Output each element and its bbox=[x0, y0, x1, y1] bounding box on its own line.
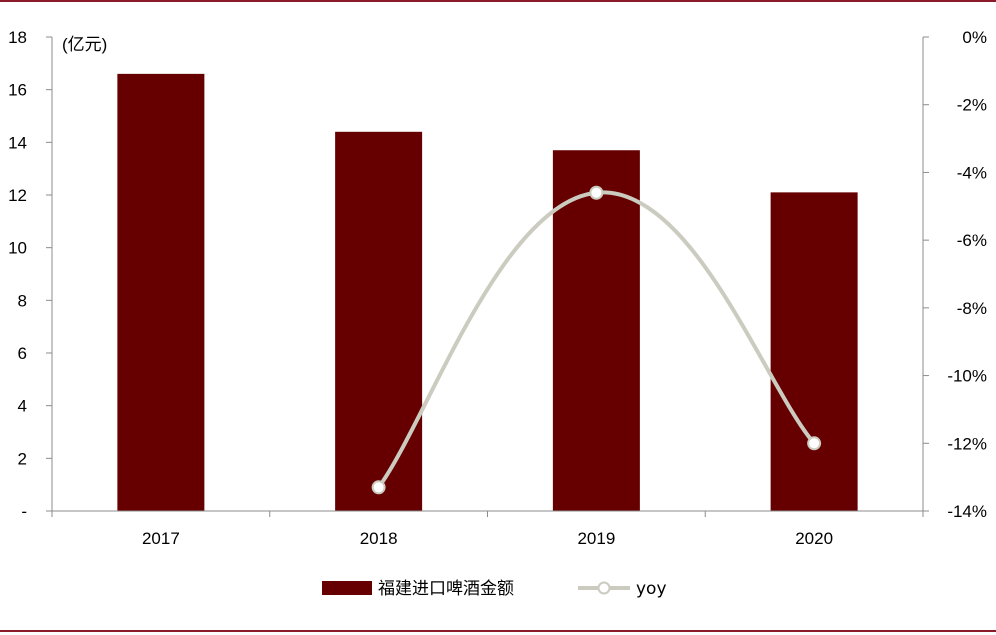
left-axis-unit-label: (亿元) bbox=[62, 35, 107, 54]
yoy-line-layer bbox=[371, 185, 822, 495]
right-tick-label: -14% bbox=[947, 502, 987, 521]
bar-2019 bbox=[552, 150, 640, 511]
right-tick-label: -4% bbox=[957, 163, 987, 182]
left-tick-label: 16 bbox=[8, 81, 27, 100]
left-tick-label: - bbox=[21, 502, 27, 521]
x-tick-label: 2018 bbox=[360, 529, 398, 548]
x-tick-label: 2019 bbox=[577, 529, 615, 548]
left-tick-label: 4 bbox=[18, 397, 27, 416]
yoy-point-2018 bbox=[371, 480, 386, 495]
left-tick-label: 12 bbox=[8, 186, 27, 205]
right-tick-label: -2% bbox=[957, 96, 987, 115]
bars bbox=[117, 73, 858, 512]
left-tick-label: 2 bbox=[18, 449, 27, 468]
legend-bar-swatch bbox=[322, 581, 372, 595]
bar-2018 bbox=[335, 131, 423, 512]
left-tick-label: 10 bbox=[8, 239, 27, 258]
legend-line-label: yoy bbox=[636, 579, 667, 599]
bar-2017 bbox=[117, 73, 205, 511]
yoy-point-2019 bbox=[589, 185, 604, 200]
left-tick-label: 18 bbox=[8, 28, 27, 47]
legend-line-marker bbox=[597, 581, 611, 595]
bar-2020 bbox=[770, 192, 858, 511]
legend-bar-label: 福建进口啤酒金额 bbox=[378, 579, 514, 599]
right-tick-label: -8% bbox=[957, 299, 987, 318]
right-tick-label: -6% bbox=[957, 231, 987, 250]
x-tick-label: 2017 bbox=[142, 529, 180, 548]
right-tick-label: -10% bbox=[947, 367, 987, 386]
axes: - 2 4 6 8 10 12 14 16 18 -14% -12% -10% -8% -6% -4% -2% 0… bbox=[8, 28, 987, 548]
left-tick-label: 6 bbox=[18, 344, 27, 363]
x-tick-label: 2020 bbox=[795, 529, 833, 548]
yoy-point-2020 bbox=[807, 436, 822, 451]
left-tick-label: 8 bbox=[18, 291, 27, 310]
left-tick-label: 14 bbox=[8, 133, 27, 152]
right-tick-label: 0% bbox=[962, 28, 987, 47]
right-tick-label: -12% bbox=[947, 434, 987, 453]
legend: 福建进口啤酒金额 yoy bbox=[322, 579, 667, 599]
